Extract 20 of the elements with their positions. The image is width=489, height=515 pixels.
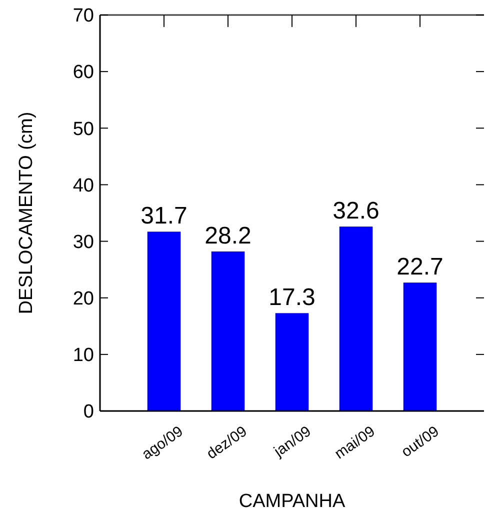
y-tick-label: 50 xyxy=(72,118,94,140)
data-label: 28.2 xyxy=(204,222,252,250)
data-label: 31.7 xyxy=(140,202,188,230)
bar xyxy=(403,282,437,411)
bar xyxy=(339,226,373,411)
y-tick-label: 20 xyxy=(72,288,94,310)
y-tick-label: 30 xyxy=(72,232,94,253)
y-axis-title: DESLOCAMENTO (cm) xyxy=(16,112,37,314)
y-tick-label: 70 xyxy=(72,6,94,27)
data-label: 32.6 xyxy=(332,198,380,225)
data-label: 17.3 xyxy=(268,284,316,312)
y-tick-label: 10 xyxy=(72,345,94,366)
bar xyxy=(275,313,309,411)
data-label: 22.7 xyxy=(396,254,444,281)
bar xyxy=(211,251,245,411)
y-tick-label: 60 xyxy=(72,62,94,84)
y-tick-label: 0 xyxy=(83,402,94,423)
bar xyxy=(147,232,181,411)
x-axis-title: CAMPANHA xyxy=(238,491,346,512)
y-tick-label: 40 xyxy=(72,175,94,196)
